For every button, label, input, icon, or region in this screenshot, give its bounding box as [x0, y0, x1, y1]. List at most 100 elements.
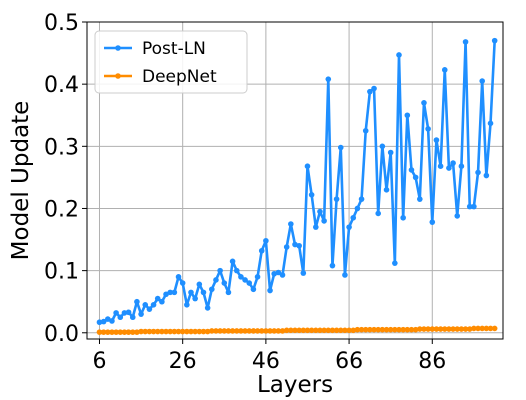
x-tick-label: 26 [169, 349, 197, 374]
data-point [346, 224, 352, 230]
x-tick-label: 86 [418, 349, 446, 374]
legend-swatch-marker [115, 73, 121, 79]
data-point [150, 302, 157, 308]
data-point [258, 247, 265, 254]
data-point [213, 328, 219, 334]
data-point [283, 327, 290, 334]
data-point [433, 137, 440, 143]
data-point [404, 326, 411, 333]
data-point [171, 289, 178, 296]
data-point [196, 281, 203, 288]
data-point [383, 326, 390, 333]
data-point [379, 326, 386, 333]
data-point [333, 196, 340, 202]
data-point [192, 295, 198, 302]
data-point [441, 326, 448, 332]
data-point [254, 274, 261, 280]
data-point [254, 328, 261, 334]
data-point [491, 37, 498, 44]
data-point [217, 267, 223, 274]
data-point [400, 214, 406, 221]
data-point [362, 326, 369, 333]
legend-box [94, 30, 248, 94]
data-point [142, 302, 149, 308]
data-point [288, 327, 294, 334]
data-point [279, 272, 286, 278]
data-point [321, 218, 327, 224]
data-point [221, 280, 228, 286]
data-point [446, 165, 452, 171]
data-point [134, 298, 140, 305]
data-point [242, 277, 248, 283]
data-point [159, 298, 165, 305]
data-point [387, 326, 394, 333]
y-tick-label: 0.4 [44, 73, 79, 98]
legend-item: Post-LN [104, 39, 206, 59]
data-point [163, 328, 169, 335]
data-point [146, 328, 153, 335]
data-point [154, 295, 161, 302]
data-point [109, 329, 115, 335]
data-point [421, 100, 427, 106]
data-point [337, 327, 344, 334]
data-point [475, 169, 481, 176]
y-tick-label: 0.5 [44, 11, 79, 36]
data-point [417, 196, 423, 202]
data-point [325, 327, 332, 334]
data-point [250, 328, 257, 334]
data-point [117, 314, 124, 321]
data-point [313, 327, 319, 334]
y-tick-label: 0.1 [44, 260, 79, 285]
data-point [134, 329, 140, 335]
data-point [483, 172, 490, 179]
data-point [304, 327, 311, 334]
data-point [437, 163, 444, 169]
legend-item: DeepNet [104, 67, 217, 87]
data-point [204, 305, 211, 311]
data-point [209, 286, 215, 293]
data-point [354, 205, 361, 212]
data-point [150, 328, 157, 335]
data-point [109, 318, 115, 324]
data-point [483, 325, 490, 332]
data-point [113, 329, 119, 335]
data-point [209, 328, 215, 334]
data-point [175, 328, 182, 335]
legend-label: Post-LN [142, 39, 206, 59]
data-point [188, 289, 194, 296]
data-point [446, 326, 452, 332]
data-point [204, 328, 211, 335]
data-point [288, 221, 294, 227]
x-tick-label: 6 [92, 349, 106, 374]
data-point [113, 310, 119, 316]
data-point [246, 280, 253, 286]
data-point [184, 328, 190, 335]
data-point [412, 174, 419, 181]
x-axis-label: Layers [257, 372, 333, 398]
data-point [425, 126, 431, 132]
data-point [487, 325, 494, 332]
data-point [479, 325, 486, 332]
data-point [342, 272, 348, 278]
data-point [242, 328, 248, 334]
data-point [250, 286, 257, 293]
data-point [371, 326, 377, 333]
data-point [159, 328, 165, 335]
data-point [429, 219, 436, 225]
data-point [491, 325, 498, 332]
data-point [96, 319, 103, 326]
data-point [462, 326, 469, 332]
y-tick-label: 0.3 [44, 135, 79, 160]
data-point [300, 327, 307, 334]
axis-ticks: 6 26 46 66 86 0.0 0.1 0.2 0.3 0.4 0.5 [44, 11, 446, 374]
data-point [400, 326, 406, 333]
data-point [408, 167, 415, 173]
data-point [238, 328, 244, 334]
data-point [279, 328, 286, 334]
data-point [317, 327, 323, 334]
data-point [387, 149, 394, 156]
data-point [454, 326, 461, 332]
data-point [300, 270, 307, 276]
data-point [125, 309, 132, 316]
